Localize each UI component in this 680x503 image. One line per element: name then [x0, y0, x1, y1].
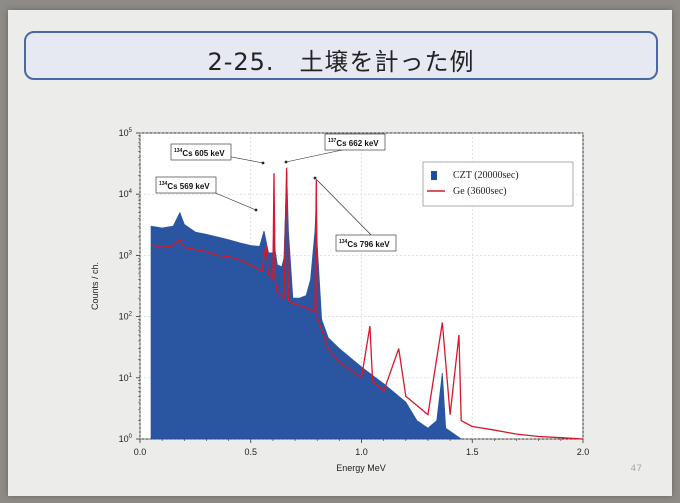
- y-tick-label: 105: [119, 128, 133, 138]
- x-tick-label: 2.0: [577, 447, 590, 457]
- annotation-label: 134Cs 605 keV: [174, 148, 225, 158]
- legend-box: [422, 161, 574, 207]
- y-axis-label: Counts / ch.: [90, 262, 100, 310]
- axes: 0.0 0.5 1.0 1.5 2.0 100 101 102 103 104 105: [119, 128, 590, 457]
- annotations: 134Cs 605 keV 137Cs 662 keV 134Cs 569 keV 1…: [155, 133, 397, 252]
- y-tick-label: 102: [119, 312, 133, 322]
- peak-annotation: 134Cs 569 keV: [155, 176, 258, 212]
- annotation-box: [170, 143, 232, 161]
- y-tick-label: 104: [119, 189, 133, 199]
- peak-annotation: 137Cs 662 keV: [284, 133, 386, 164]
- y-tick-label: 103: [119, 250, 133, 260]
- annotation-label: 134Cs 796 keV: [339, 239, 390, 249]
- annotation-arrow: [314, 177, 382, 246]
- annotation-box: [324, 133, 386, 151]
- x-tick-label: 1.5: [466, 447, 479, 457]
- annotation-box: [155, 176, 217, 194]
- title-box: 2-25. 土壌を計った例: [24, 31, 658, 80]
- x-tick-label: 0.5: [244, 447, 257, 457]
- legend: CZT (20000sec) Ge (3600sec): [422, 161, 574, 207]
- y-tick-label: 100: [119, 434, 133, 444]
- spectrum-chart: 0.0 0.5 1.0 1.5 2.0 100 101 102 103 104 105 134Cs …: [90, 128, 590, 473]
- x-tick-label: 0.0: [134, 447, 147, 457]
- peak-annotation: 134Cs 796 keV: [313, 176, 397, 252]
- series-layer: [150, 167, 584, 440]
- page-number: 47: [630, 464, 642, 474]
- slide-title: 2-25. 土壌を計った例: [207, 48, 475, 76]
- annotation-box: [335, 234, 397, 252]
- legend-swatch: [431, 171, 437, 180]
- slide: 2-25. 土壌を計った例 0.0 0.5 1.0 1.5 2.0 100 101 102 10…: [8, 10, 672, 496]
- y-tick-label: 101: [119, 373, 133, 383]
- x-tick-label: 1.0: [355, 447, 368, 457]
- annotation-label: 134Cs 569 keV: [159, 181, 210, 191]
- annotation-label: 137Cs 662 keV: [328, 138, 379, 148]
- x-axis-label: Energy MeV: [336, 463, 386, 473]
- annotation-arrowhead: [313, 176, 317, 180]
- annotation-arrowhead: [261, 161, 265, 165]
- annotation-arrowhead: [254, 208, 258, 212]
- annotation-arrowhead: [284, 160, 288, 164]
- legend-label: CZT (20000sec): [453, 170, 519, 181]
- legend-label: Ge (3600sec): [453, 186, 507, 197]
- peak-annotation: 134Cs 605 keV: [170, 143, 265, 165]
